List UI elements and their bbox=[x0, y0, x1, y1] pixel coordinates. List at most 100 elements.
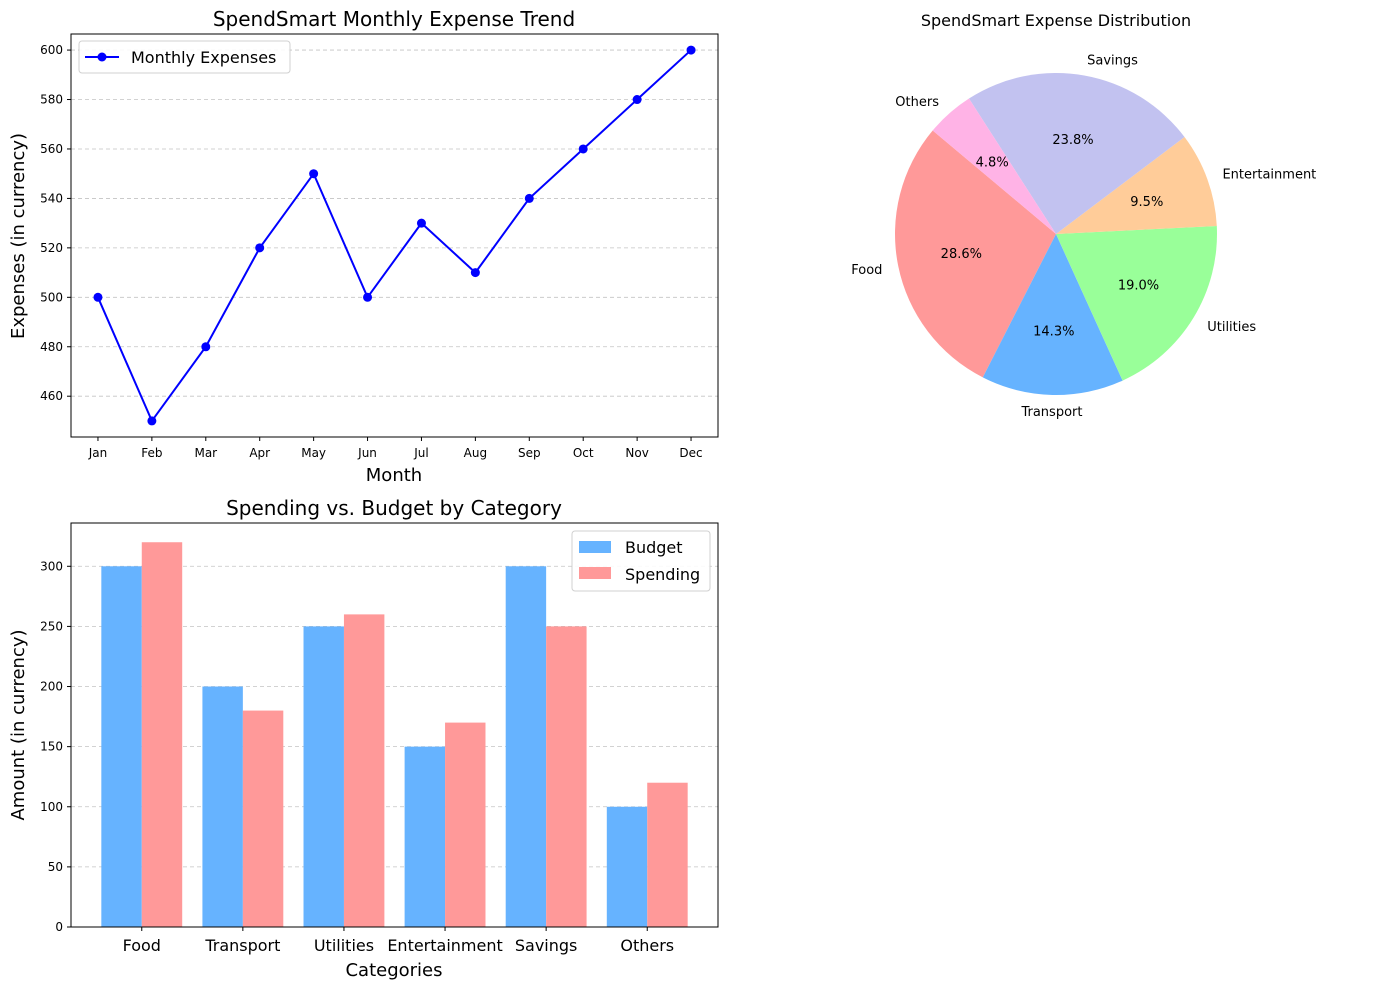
bar-chart-y-tick-label: 0 bbox=[55, 920, 63, 934]
bar-budget-transport bbox=[202, 686, 243, 927]
pie-slice-label: Utilities bbox=[1207, 320, 1256, 335]
line-chart-x-tick-label: Sep bbox=[518, 446, 541, 460]
line-chart-y-tick-label: 520 bbox=[40, 241, 63, 255]
bar-budget-others bbox=[606, 806, 648, 927]
line-chart-legend-box bbox=[78, 40, 291, 74]
line-chart-legend-swatch-marker bbox=[97, 52, 107, 62]
bar-chart-x-ticks: Food Transport Utilities Entertainment Savin… bbox=[123, 927, 674, 955]
line-chart-x-tick-label: Jul bbox=[413, 446, 428, 460]
bar-chart-legend-spending-swatch bbox=[579, 567, 611, 579]
line-chart: SpendSmart Monthly Expense Trend 460 480 5… bbox=[8, 7, 719, 486]
line-chart-point bbox=[255, 243, 265, 253]
bar-chart-y-ticks: 0 50 100 150 200 250 300 bbox=[40, 559, 71, 934]
line-chart-y-tick-label: 560 bbox=[40, 142, 63, 156]
line-chart-x-tick-label: Feb bbox=[141, 446, 162, 460]
bar-budget-food bbox=[101, 566, 142, 927]
line-chart-y-tick-label: 480 bbox=[40, 340, 63, 354]
line-chart-x-tick-label: Mar bbox=[194, 446, 217, 460]
line-chart-x-tick-label: May bbox=[301, 446, 326, 460]
bar-budget-entertainment bbox=[404, 746, 446, 927]
line-chart-y-ticks: 460 480 500 520 540 560 580 600 bbox=[40, 43, 71, 403]
line-chart-point bbox=[309, 169, 319, 179]
bar-spending-savings bbox=[546, 626, 587, 927]
line-chart-point bbox=[363, 292, 373, 302]
line-chart-x-ticks: Jan Feb Mar Apr May Jun Jul Aug Sep Oct Nov Dec bbox=[88, 437, 703, 460]
pie-slice-utilities bbox=[1056, 226, 1217, 381]
line-chart-point bbox=[578, 144, 588, 154]
bar-chart-legend: Budget Spending bbox=[571, 530, 711, 592]
bar-chart-y-tick-label: 150 bbox=[40, 740, 63, 754]
bar-chart-y-tick-label: 300 bbox=[40, 559, 63, 573]
pie-slice-percent: 19.0% bbox=[1118, 278, 1159, 293]
line-chart-point bbox=[147, 416, 157, 426]
bar-chart-title: Spending vs. Budget by Category bbox=[226, 496, 562, 520]
line-chart-y-tick-label: 460 bbox=[40, 389, 63, 403]
line-chart-y-tick-label: 580 bbox=[40, 93, 63, 107]
line-chart-point bbox=[632, 95, 642, 105]
line-chart-x-tick-label: Dec bbox=[679, 446, 702, 460]
line-chart-x-tick-label: Jun bbox=[357, 446, 377, 460]
bar-chart-x-tick-label: Savings bbox=[515, 936, 578, 955]
pie-slice-entertainment bbox=[1056, 137, 1217, 234]
line-chart-series bbox=[93, 45, 696, 426]
line-chart-axes-frame bbox=[70, 33, 719, 438]
pie-slice-label: Transport bbox=[1020, 405, 1082, 420]
line-chart-legend: Monthly Expenses bbox=[78, 40, 291, 74]
bar-spending-utilities bbox=[343, 614, 385, 927]
bar-chart-y-axis-label: Amount (in currency) bbox=[8, 629, 29, 820]
pie-chart-slices bbox=[895, 72, 1217, 395]
bar-spending-others bbox=[647, 782, 688, 927]
line-chart-x-axis-label: Month bbox=[366, 465, 422, 486]
line-chart-x-tick-label: Apr bbox=[249, 446, 270, 460]
bar-chart-axes-frame bbox=[70, 522, 719, 928]
bar-budget-savings bbox=[505, 566, 547, 927]
bar-chart-y-tick-label: 50 bbox=[48, 860, 63, 874]
bar-chart-x-tick-label: Transport bbox=[204, 936, 280, 955]
line-chart-point bbox=[470, 268, 480, 278]
pie-slice-percent: 9.5% bbox=[1130, 195, 1163, 210]
bar-chart: Spending vs. Budget by Category 0 50 100 15… bbox=[8, 496, 719, 981]
pie-slice-label: Others bbox=[895, 95, 939, 110]
bar-spending-transport bbox=[242, 710, 284, 927]
pie-slice-label: Entertainment bbox=[1222, 168, 1316, 183]
bar-spending-food bbox=[141, 542, 183, 927]
line-chart-point bbox=[524, 193, 534, 203]
bar-chart-bars bbox=[101, 542, 688, 927]
line-chart-point bbox=[686, 45, 696, 55]
line-chart-gridlines bbox=[71, 49, 718, 397]
bar-budget-utilities bbox=[303, 626, 344, 927]
pie-slice-percent: 4.8% bbox=[976, 155, 1009, 170]
bar-chart-y-tick-label: 100 bbox=[40, 800, 63, 814]
line-chart-point bbox=[416, 218, 426, 228]
bar-chart-x-tick-label: Utilities bbox=[314, 936, 374, 955]
pie-chart-title: SpendSmart Expense Distribution bbox=[921, 11, 1191, 30]
pie-chart: SpendSmart Expense Distribution Food 28.6… bbox=[851, 11, 1316, 420]
line-chart-x-tick-label: Aug bbox=[464, 446, 487, 460]
bar-chart-x-tick-label: Food bbox=[123, 936, 161, 955]
bar-chart-legend-budget-label: Budget bbox=[625, 538, 683, 557]
bar-chart-y-tick-label: 200 bbox=[40, 680, 63, 694]
pie-slice-percent: 23.8% bbox=[1052, 133, 1093, 148]
bar-chart-legend-spending-label: Spending bbox=[625, 565, 700, 584]
line-chart-point bbox=[93, 292, 103, 302]
bar-chart-legend-budget-swatch bbox=[579, 541, 611, 553]
line-chart-point bbox=[201, 342, 211, 352]
bar-chart-x-axis-label: Categories bbox=[345, 960, 442, 981]
pie-chart-labels: Food 28.6% Transport 14.3% Utilities 19.0% Ent… bbox=[851, 54, 1316, 420]
line-chart-series-line bbox=[97, 49, 692, 423]
pie-slice-food bbox=[895, 130, 1056, 378]
pie-slice-percent: 14.3% bbox=[1033, 325, 1074, 340]
line-chart-x-tick-label: Nov bbox=[625, 446, 648, 460]
line-chart-y-tick-label: 500 bbox=[40, 290, 63, 304]
line-chart-y-tick-label: 600 bbox=[40, 43, 63, 57]
bar-chart-y-tick-label: 250 bbox=[40, 619, 63, 633]
pie-slice-percent: 28.6% bbox=[941, 247, 982, 262]
line-chart-x-tick-label: Oct bbox=[573, 446, 594, 460]
line-chart-title: SpendSmart Monthly Expense Trend bbox=[213, 7, 575, 31]
pie-slice-transport bbox=[982, 234, 1123, 395]
pie-slice-others bbox=[932, 98, 1056, 234]
line-chart-y-axis-label: Expenses (in currency) bbox=[8, 133, 29, 339]
pie-slice-savings bbox=[968, 72, 1185, 234]
pie-slice-label: Food bbox=[851, 263, 882, 278]
